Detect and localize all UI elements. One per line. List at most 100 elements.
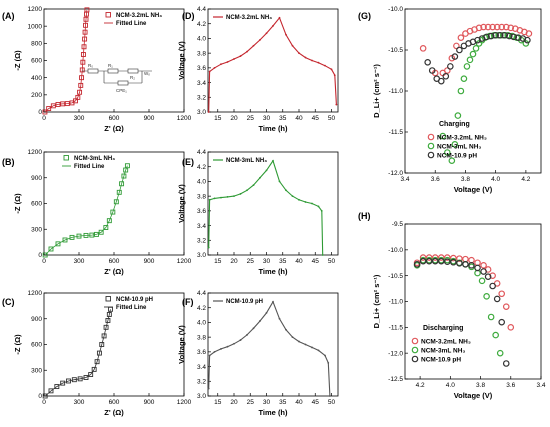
y-tick-label: 900 [31,175,42,182]
x-axis-label: Time (h) [258,267,288,276]
data-point [487,313,495,321]
data-point [489,282,496,290]
x-tick-label: 300 [74,115,85,122]
legend-marker [105,12,111,18]
y-tick-label: -10.0 [388,6,403,13]
data-point [220,63,222,66]
panel-c: (C) 0 300 600 900 1200 0 300 600 900 1200 Z' (Ω) -Z … [2,290,192,417]
data-point [469,50,477,58]
data-point [320,209,323,212]
data-point [419,257,427,265]
y-axis-label: D_Li+ (cm² s⁻¹) [372,64,381,118]
data-point [94,231,99,237]
legend-label: NCM-10.9 pH [116,297,153,303]
y-tick-label: 3.8 [197,193,206,200]
legend-label: NCM-3mL NH₃ [421,347,465,354]
x-tick-label: 3.4 [400,176,409,183]
data-point [450,258,457,266]
x-axis-label: Voltage (V) [454,391,493,400]
x-tick-label: 0 [42,399,46,406]
data-point [425,254,433,261]
data-point [105,318,111,323]
x-tick-label: 900 [144,258,155,265]
x-tick-label: 40 [295,399,303,406]
data-point [88,372,94,377]
y-tick-label: -12.5 [388,376,403,383]
y-tick-label: 4.0 [197,36,206,43]
x-axis-label: Z' (Ω) [104,267,124,276]
data-point [259,39,261,41]
data-point [291,336,294,339]
y-tick-label: 3.6 [197,65,206,72]
legend-marker [411,355,419,363]
panel-e: (E) 15 20 25 30 35 40 45 50 3.0 3.2 3.4 3.6 3.8 4.0 4.2… [177,149,339,276]
x-tick-label: 35 [279,115,287,122]
data-point [71,377,77,383]
data-point [98,229,104,235]
data-point [46,106,52,112]
data-point [220,196,222,199]
data-point [246,334,248,336]
data-point [474,264,481,272]
x-tick-label: 300 [74,399,85,406]
data-point [468,262,475,269]
data-point [207,246,210,249]
circuit-label: Wₒ [144,71,150,76]
legend-marker [427,142,435,150]
data-point [233,195,235,198]
x-axis-label: Time (h) [258,408,288,417]
series-line [208,159,324,256]
data-point [413,260,421,268]
panel-label: (C) [2,297,15,307]
y-tick-label: 4.2 [197,164,206,171]
data-point [246,50,248,53]
data-point [259,176,261,179]
data-point [42,252,48,258]
data-point [492,31,499,39]
circuit-label: R₁ [108,63,113,68]
x-tick-label: 25 [247,258,255,265]
y-tick-label: 3.0 [197,252,206,259]
data-point [460,75,468,83]
y-tick-label: -11.5 [389,325,404,332]
data-point [444,149,451,156]
data-point [83,22,88,28]
x-tick-label: 4.0 [446,382,455,389]
panel-label: (G) [358,11,371,21]
data-point [207,387,210,390]
data-point [489,272,496,279]
circuit-label: R₂ [130,75,135,80]
legend-label: NCM-3.2mL NH₃ [421,338,471,345]
data-point [484,273,492,281]
data-point [502,360,510,367]
x-tick-label: 45 [312,115,320,122]
circuit-label: R₀ [88,63,93,68]
data-point [480,262,487,269]
legend-label: NCM-3.2mL NH₃ [437,134,487,141]
y-tick-label: 3.2 [197,94,206,101]
cpe-element [117,80,129,86]
data-point [484,23,492,31]
x-tick-label: 4.2 [521,176,530,183]
data-point [75,94,81,100]
data-point [330,68,333,71]
y-tick-label: 600 [31,58,42,65]
x-tick-label: 1200 [177,258,192,265]
data-point [437,257,445,265]
legend-label: Fitted Line [116,305,147,311]
legend-label: NCM-10.9 pH [421,356,461,363]
data-point [505,32,513,40]
x-tick-label: 30 [263,399,271,406]
data-point [298,340,300,343]
y-tick-label: -10.5 [388,47,403,54]
data-point [321,254,324,256]
data-point [453,42,460,50]
y-tick-label: 1200 [28,6,43,13]
legend-label: Fitted Line [74,164,105,170]
data-point [466,56,474,64]
legend-marker [427,151,435,159]
data-point [444,258,451,266]
y-tick-label: 0 [38,252,42,259]
y-axis-label: -Z (Ω) [13,50,22,71]
data-point [213,350,216,353]
